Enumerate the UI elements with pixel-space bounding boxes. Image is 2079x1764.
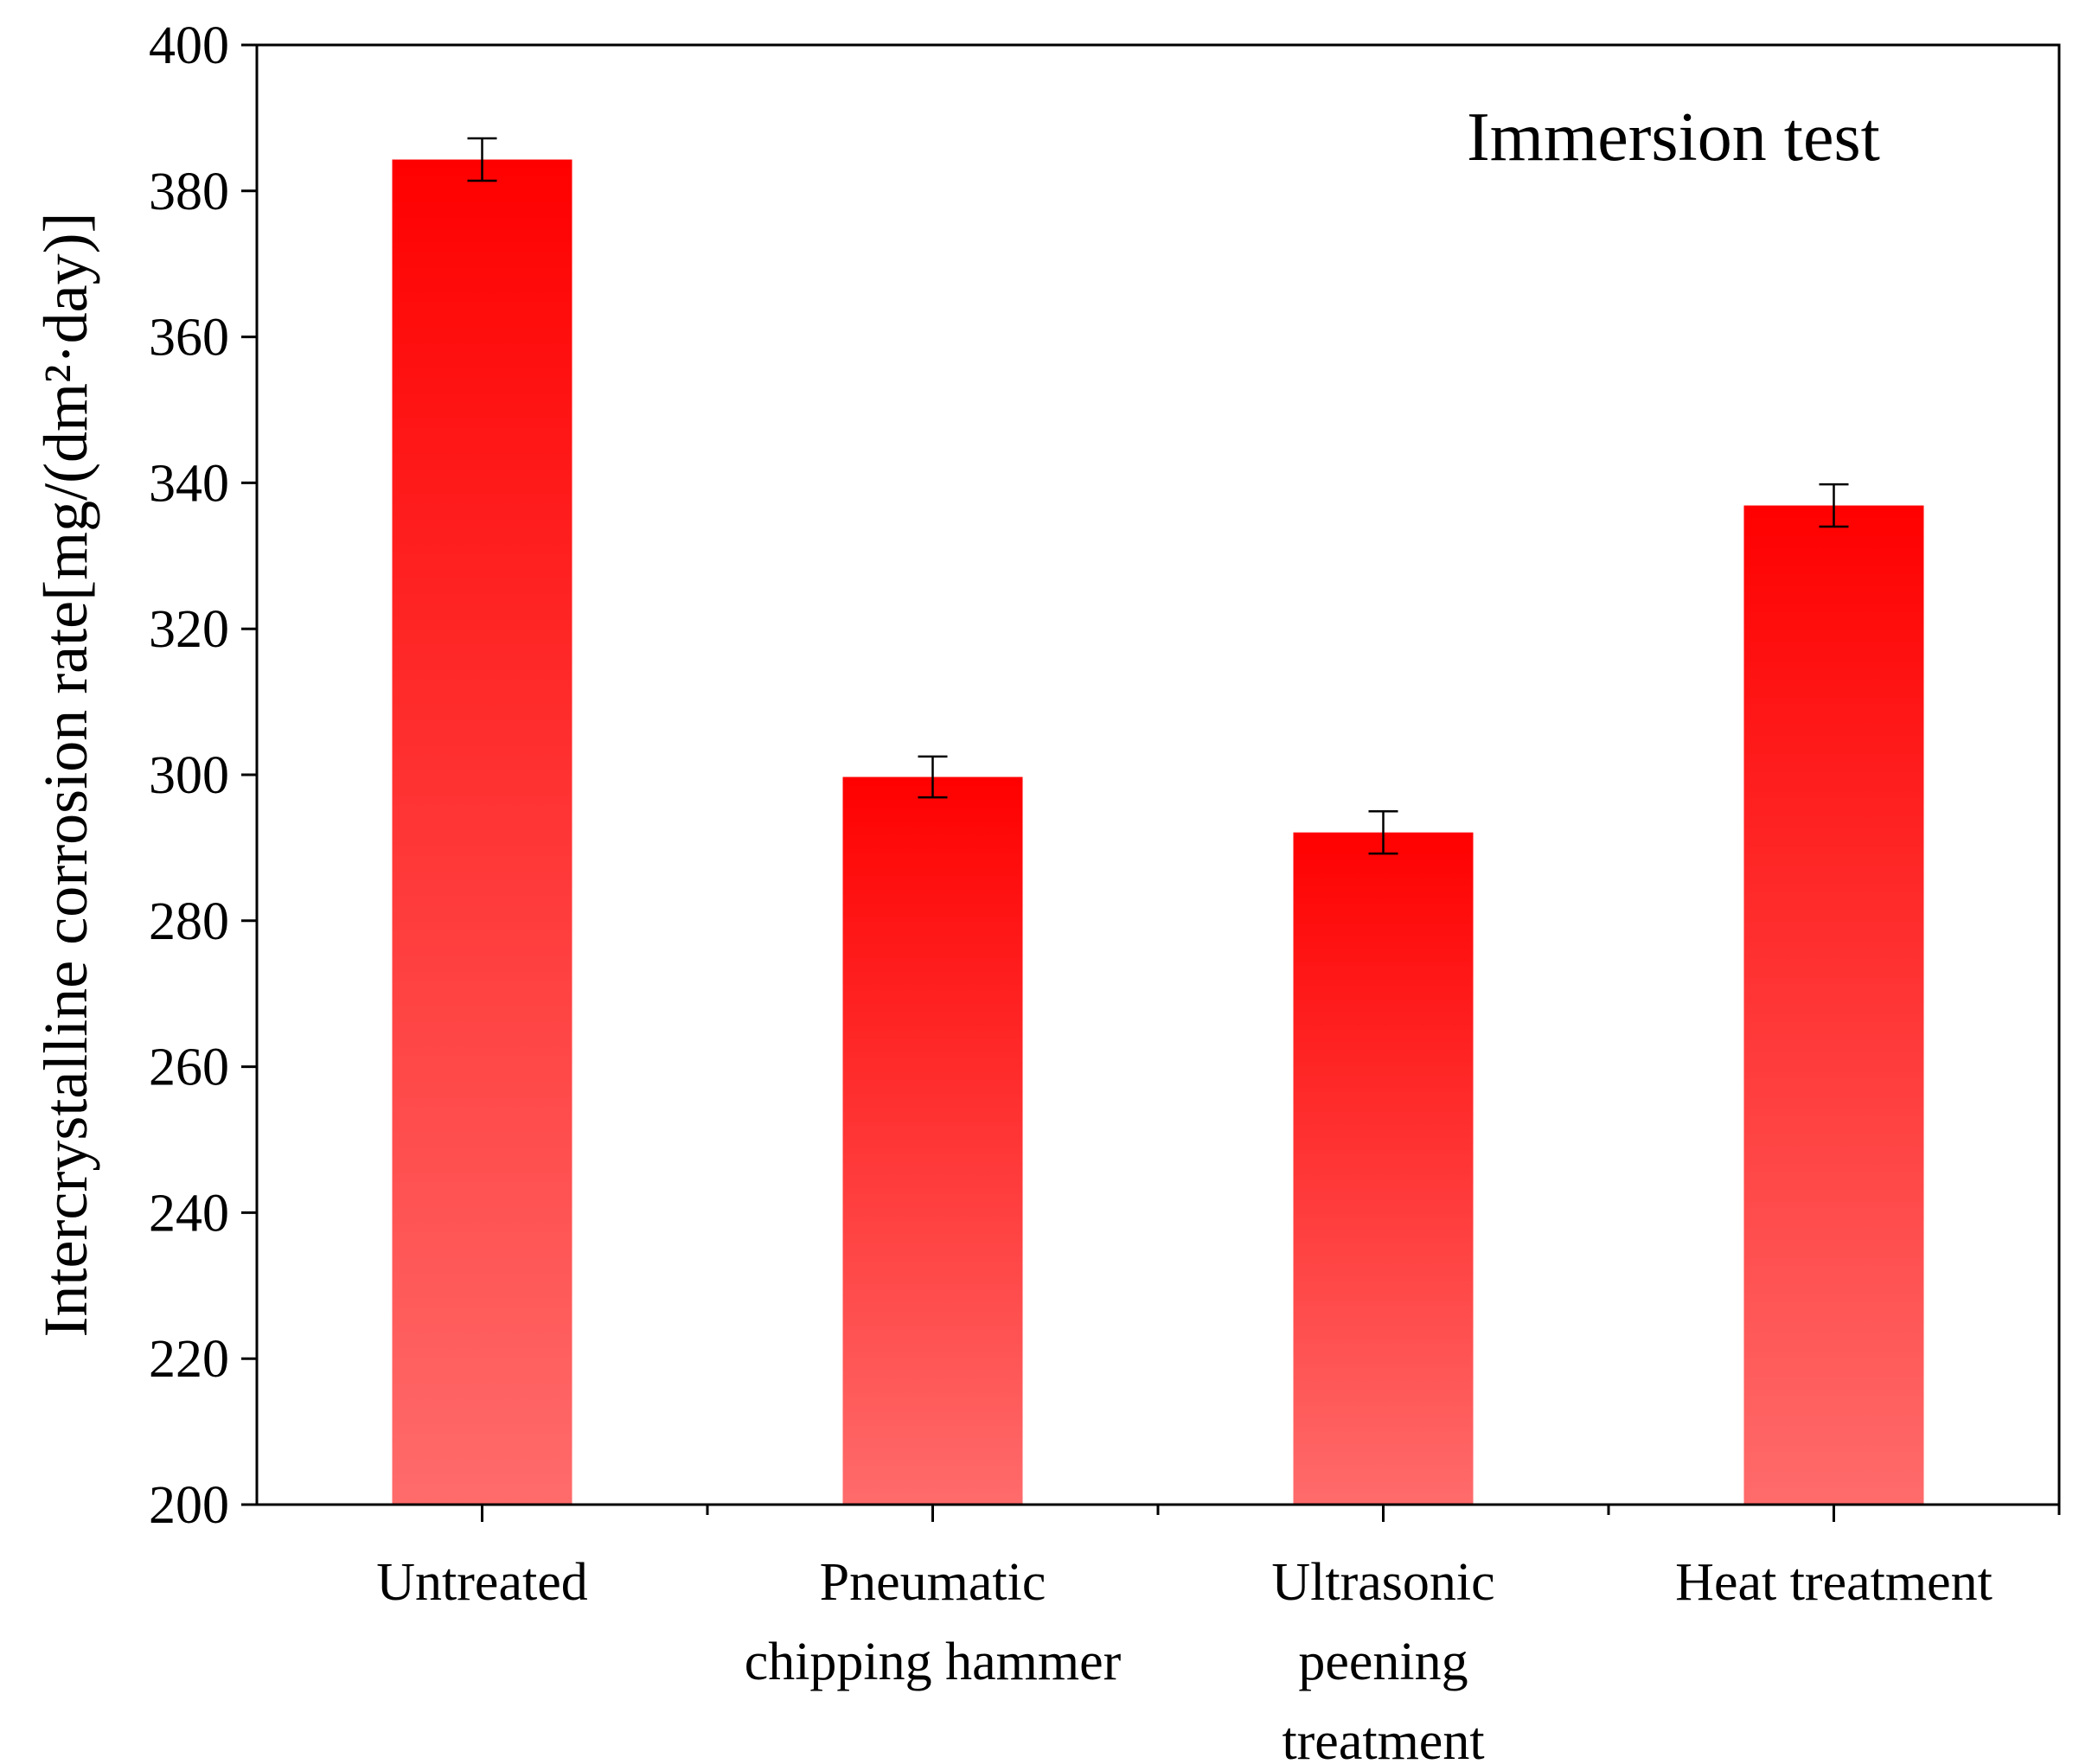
y-axis-label: Intercrystalline corrosion rate[mg/(dm²·… — [31, 212, 100, 1337]
y-tick-label: 380 — [149, 163, 229, 221]
x-tick-label-line: Ultrasonic — [1271, 1553, 1494, 1612]
error-bar — [918, 755, 948, 799]
x-tick-label: Heat treatment — [1675, 1553, 1993, 1612]
x-tick-label-line: treatment — [1282, 1712, 1484, 1764]
annotation: Immersion test — [1467, 99, 1880, 176]
bar — [842, 777, 1023, 1505]
error-bar — [1819, 483, 1849, 528]
y-tick-label: 300 — [149, 746, 229, 805]
y-tick-label: 260 — [149, 1039, 229, 1097]
bar — [392, 159, 573, 1505]
y-tick-label: 220 — [149, 1330, 229, 1389]
error-bar — [1368, 809, 1398, 855]
x-tick-label-line: Pneumatic — [820, 1553, 1046, 1612]
bar — [1293, 832, 1474, 1505]
x-tick-label-line: chipping hammer — [745, 1633, 1122, 1691]
x-tick-label: Untreated — [376, 1553, 587, 1612]
y-tick-label: 280 — [149, 892, 229, 951]
y-tick-label: 320 — [149, 600, 229, 659]
x-tick-label: Pneumatic chipping hammer — [745, 1553, 1122, 1691]
x-tick-label-line: Heat treatment — [1675, 1553, 1993, 1612]
y-tick-label: 400 — [149, 16, 229, 75]
x-tick-label-line: peening — [1298, 1633, 1468, 1691]
y-tick-label: 240 — [149, 1184, 229, 1243]
plot-frame — [255, 43, 2061, 1506]
x-tick-label-line: Untreated — [376, 1553, 587, 1612]
error-bar — [467, 137, 497, 182]
y-tick-label: 360 — [149, 309, 229, 368]
bar — [1743, 505, 1924, 1505]
y-tick-label: 340 — [149, 454, 229, 513]
x-tick-label: Ultrasonic peening treatment — [1271, 1553, 1494, 1764]
y-tick-label: 200 — [149, 1476, 229, 1535]
